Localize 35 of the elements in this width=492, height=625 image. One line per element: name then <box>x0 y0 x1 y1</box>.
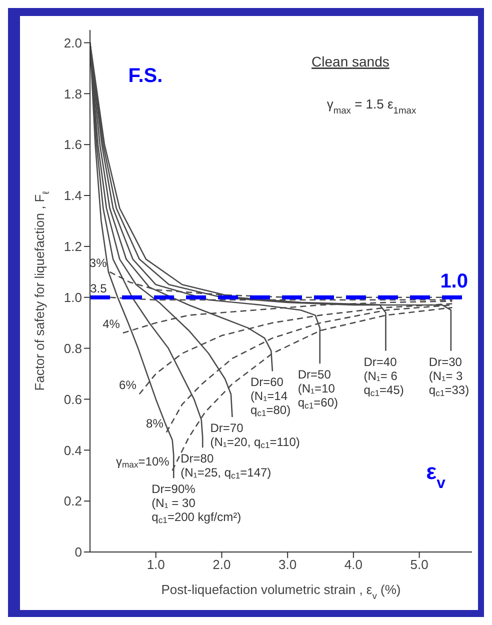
y-tick-label: 1.2 <box>64 239 82 254</box>
y-tick-label: 0 <box>74 544 82 560</box>
x-tick-label: 2.0 <box>212 557 231 572</box>
y-tick-label: 1.8 <box>64 86 82 102</box>
y-tick-label: 1.4 <box>64 188 82 204</box>
x-tick-label: 5.0 <box>410 557 428 572</box>
annotation: F.S. <box>128 65 163 88</box>
series-label: Dr=80 (N₁=25, q$_{c1}$=147) <box>180 451 272 482</box>
series-label: Dr=70 (N₁=20, q$_{c1}$=110) <box>210 420 300 450</box>
x-tick-label: 1.0 <box>146 557 165 572</box>
y-tick-label: 1.6 <box>64 137 82 152</box>
x-tick-label: 4.0 <box>344 557 362 572</box>
x-tick-label: 3.0 <box>278 557 297 572</box>
series-label: 4% <box>102 316 120 331</box>
y-tick-label: 0.6 <box>64 392 82 407</box>
series-label: Dr=30 (N₁= 3 q$_{c1}$=33) <box>428 354 470 398</box>
y-tick-label: 1.0 <box>64 290 82 305</box>
ref-line-label: 1.0 <box>440 270 468 292</box>
series-label: 8% <box>146 416 164 430</box>
y-tick-label: 2.0 <box>64 35 82 50</box>
x-axis-title: Post-liquefaction volumetric strain , ε$_{v}$ (%) <box>161 582 401 601</box>
annotation: ε$_{v}$ <box>426 458 446 492</box>
series-label: Dr=40 (N₁= 6 q$_{c1}$=45) <box>364 354 404 398</box>
series-label: 6% <box>119 378 137 392</box>
annotation: γ$_{max}$ = 1.5 ε$_{1max}$ <box>326 96 416 116</box>
y-tick-label: 0.2 <box>64 494 82 509</box>
series-label: 3.5 <box>90 281 108 296</box>
series-label: Dr=50 (N₁=10 q$_{c1}$=60) <box>298 367 338 411</box>
series-label: γ$_{max}$=10% <box>116 454 170 470</box>
series-label: Dr=60 (N₁=14 q$_{c1}$=80) <box>250 375 291 419</box>
y-tick-label: 0.8 <box>64 340 82 356</box>
series-label: Dr=90% (N₁ = 30 q$_{c1}$=200 kgf/cm²) <box>152 482 242 526</box>
y-tick-label: 0.4 <box>64 442 82 458</box>
annotation: Clean sands <box>312 54 390 70</box>
series-label: 3% <box>89 256 108 270</box>
